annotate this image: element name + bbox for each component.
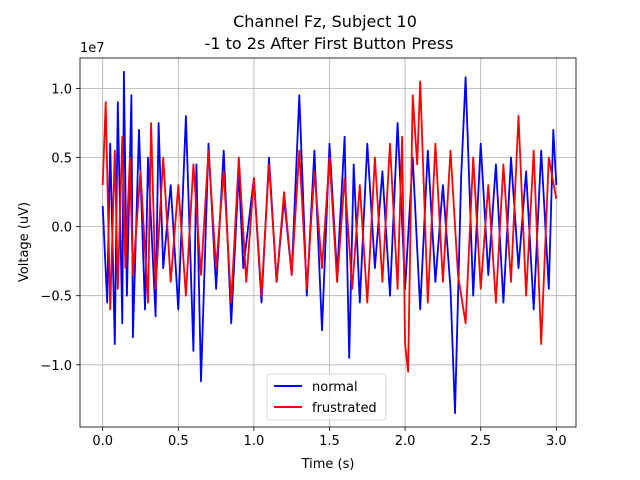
y-tick-label: −1.0 [40, 359, 72, 374]
y-axis-label: Voltage (uV) [17, 202, 32, 282]
x-tick-label: 1.5 [319, 434, 340, 449]
chart-title-line-2: -1 to 2s After First Button Press [205, 34, 454, 53]
chart-title-line-1: Channel Fz, Subject 10 [233, 12, 417, 31]
y-tick-label: 0.0 [51, 221, 72, 236]
y-tick-label: 0.5 [51, 152, 72, 167]
y-axis-offset-label: 1e7 [80, 41, 105, 56]
legend-label-normal: normal [312, 380, 358, 395]
legend-label-frustrated: frustrated [312, 401, 377, 416]
ticks-layer: 0.0 0.5 1.0 1.5 2.0 2.5 3.0 −1.0 −0.5 0.0 0.5 1.0 [40, 82, 566, 449]
series-layer [101, 70, 558, 415]
x-tick-label: 0.5 [168, 434, 189, 449]
x-axis-label: Time (s) [301, 457, 355, 472]
plot-frame [79, 57, 577, 428]
x-tick-label: 1.0 [244, 434, 265, 449]
series-line-frustrated [101, 80, 558, 373]
y-tick-label: −0.5 [40, 290, 72, 305]
legend: normal frustrated [266, 373, 387, 421]
x-tick-label: 0.0 [92, 434, 113, 449]
x-tick-label: 2.0 [395, 434, 416, 449]
x-tick-label: 2.5 [470, 434, 491, 449]
y-tick-label: 1.0 [51, 82, 72, 97]
x-tick-label: 3.0 [546, 434, 567, 449]
